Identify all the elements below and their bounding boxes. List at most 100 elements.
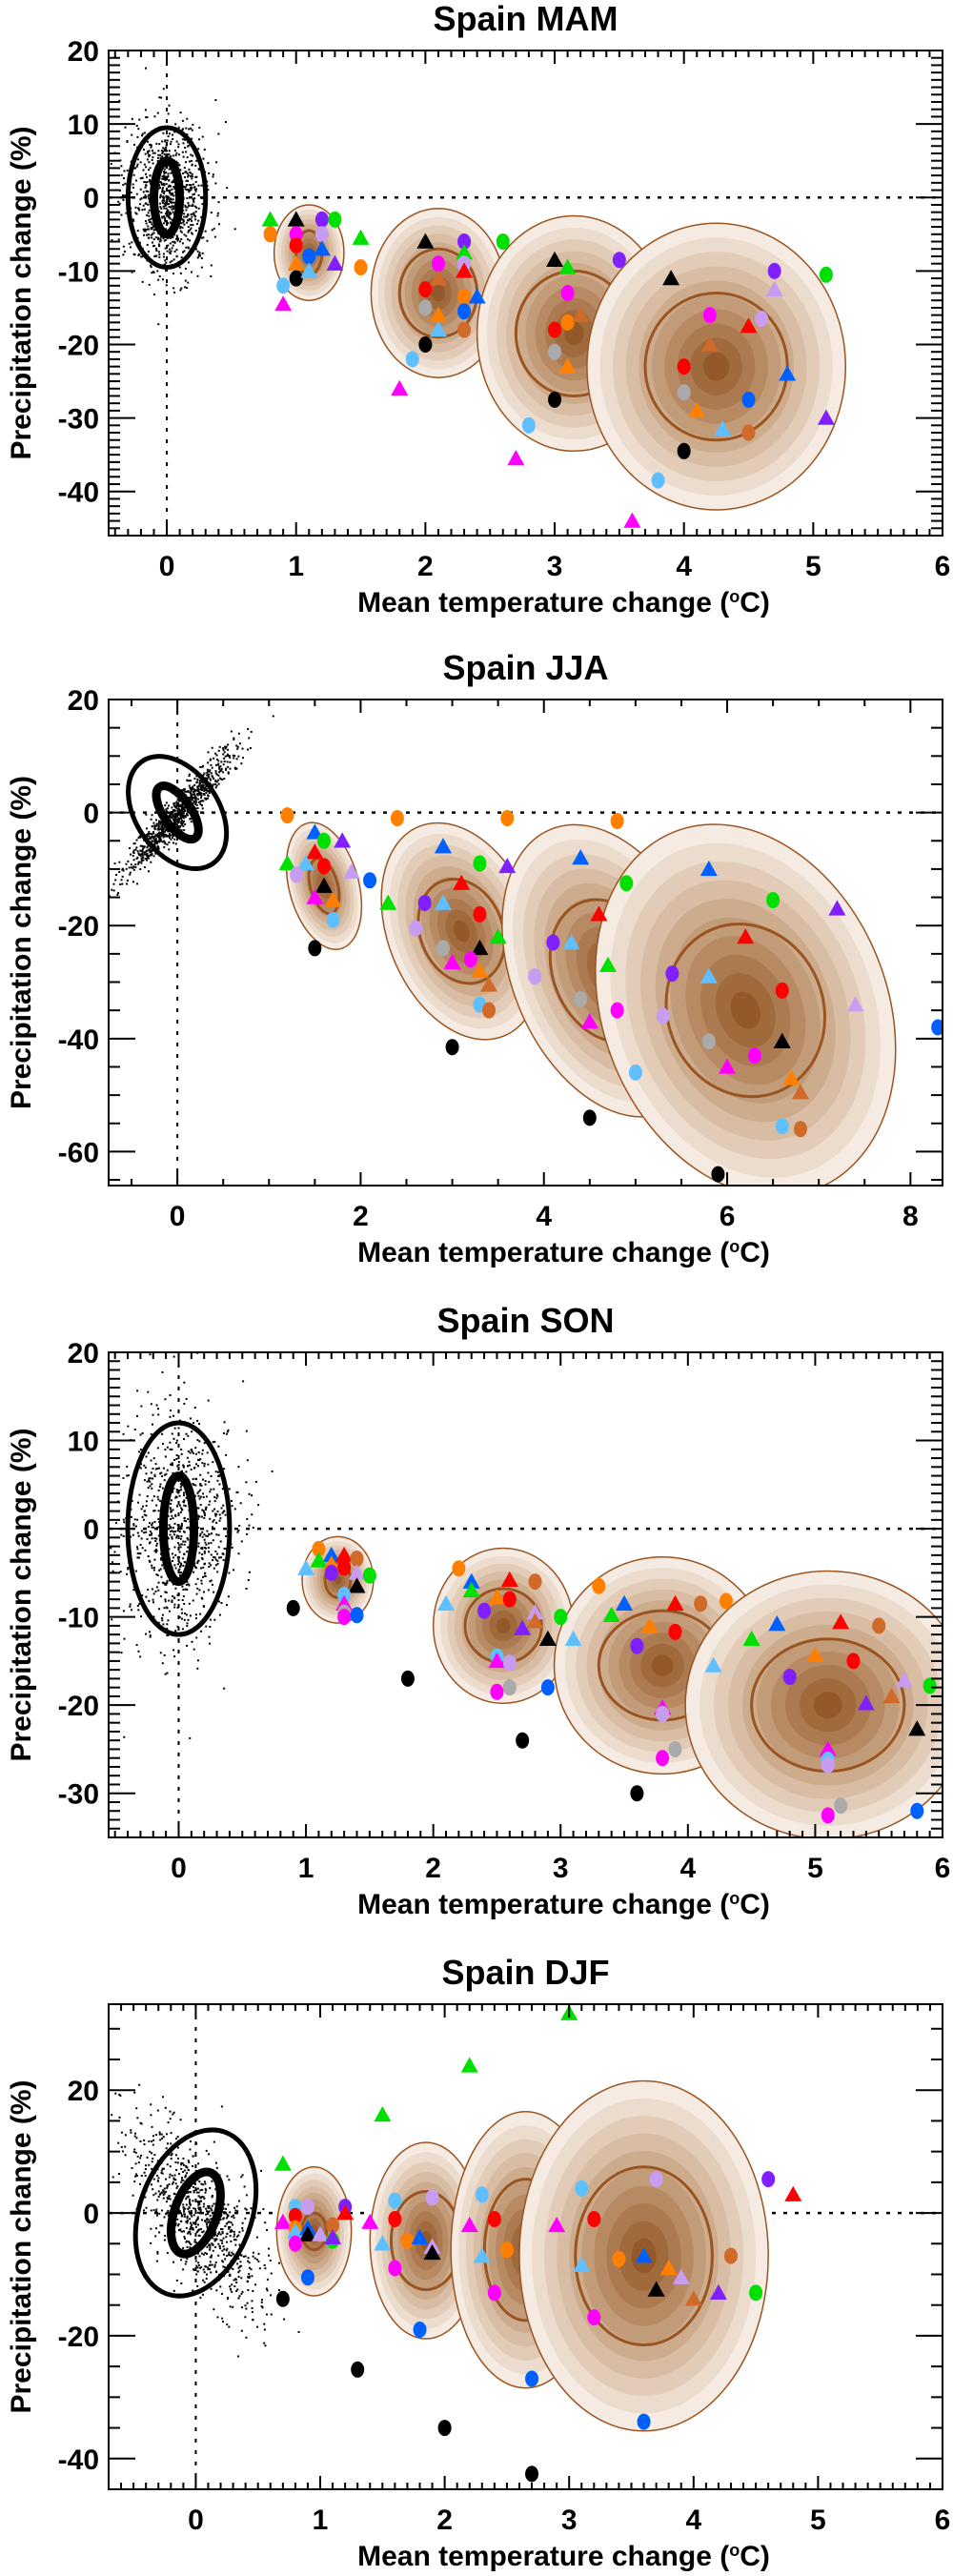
variability-point: [169, 2118, 172, 2120]
variability-point: [196, 2284, 199, 2287]
variability-point: [210, 212, 213, 214]
variability-point: [231, 2229, 233, 2232]
variability-point: [165, 228, 168, 231]
variability-point: [180, 2179, 183, 2181]
variability-point: [199, 2297, 202, 2300]
variability-point: [194, 801, 197, 804]
variability-point: [105, 207, 107, 209]
variability-point: [187, 226, 190, 229]
variability-point: [162, 253, 165, 255]
variability-point: [240, 2277, 243, 2280]
variability-point: [207, 2266, 210, 2269]
variability-point: [183, 233, 186, 236]
y-tick-label: -10: [58, 1603, 99, 1634]
model-point-circle: [316, 858, 331, 875]
variability-point: [158, 2212, 161, 2215]
variability-point: [215, 1497, 218, 1500]
variability-point: [189, 818, 192, 821]
variability-point: [170, 198, 172, 201]
variability-point: [143, 132, 146, 134]
variability-point: [202, 800, 205, 802]
variability-point: [182, 2230, 185, 2233]
model-point-triangle: [817, 409, 835, 425]
variability-point: [186, 1527, 189, 1530]
variability-point: [215, 781, 218, 783]
variability-point: [222, 2321, 225, 2323]
variability-point: [158, 828, 161, 831]
variability-point: [209, 769, 212, 772]
variability-point: [141, 176, 144, 179]
variability-point: [183, 1499, 186, 1502]
variability-point: [164, 218, 167, 221]
variability-point: [172, 1487, 175, 1490]
model-point-circle: [665, 965, 679, 983]
variability-point: [213, 1508, 216, 1511]
variability-point: [195, 775, 198, 778]
variability-point: [151, 1423, 153, 1426]
variability-point: [277, 2289, 280, 2292]
variability-point: [131, 133, 133, 136]
x-tick-label: 6: [935, 2505, 951, 2536]
variability-point: [193, 1562, 196, 1565]
variability-point: [132, 183, 134, 186]
variability-point: [201, 1509, 204, 1511]
variability-point: [183, 186, 186, 189]
distribution-inner-contour: [416, 877, 507, 985]
variability-point: [173, 186, 176, 189]
variability-point: [260, 2301, 263, 2303]
variability-point: [184, 822, 187, 825]
variability-point: [158, 1569, 161, 1572]
variability-point: [196, 274, 199, 277]
model-point-triangle: [659, 2260, 678, 2276]
variability-point: [181, 823, 184, 826]
variability-point: [194, 2221, 197, 2224]
variability-point: [157, 2180, 160, 2182]
variability-point: [187, 1583, 190, 1586]
variability-point: [179, 805, 182, 808]
variability-point: [123, 194, 126, 197]
variability-point: [164, 1398, 167, 1401]
variability-point: [166, 1623, 169, 1626]
variability-point: [248, 2262, 251, 2264]
variability-point: [152, 162, 154, 165]
variability-point: [111, 238, 113, 241]
model-point-triangle: [434, 894, 452, 910]
variability-point: [168, 804, 171, 807]
variability-point: [205, 1495, 208, 1498]
variability-point: [197, 1491, 200, 1493]
variability-point: [194, 2241, 197, 2244]
variability-point: [239, 1502, 242, 1505]
variability-point: [138, 241, 141, 244]
variability-point: [158, 838, 161, 841]
model-point-circle: [761, 2171, 776, 2188]
variability-point: [153, 835, 156, 838]
variability-point: [201, 1531, 204, 1533]
variability-point: [152, 152, 154, 154]
variability-point: [179, 814, 182, 817]
variability-point: [227, 2297, 230, 2300]
variability-point: [163, 184, 166, 187]
variability-point: [164, 833, 167, 836]
variability-point: [229, 2226, 232, 2229]
variability-point: [226, 1430, 229, 1433]
variability-point: [223, 2203, 226, 2206]
variability-point: [185, 179, 188, 182]
variability-point: [167, 112, 170, 115]
variability-point: [263, 2263, 266, 2266]
variability-point: [175, 254, 178, 257]
variability-point: [157, 153, 160, 156]
variability-point: [205, 798, 208, 801]
variability-point: [213, 1495, 216, 1498]
y-axis-label: Precipitation change (%): [6, 776, 37, 1109]
model-point-triangle: [507, 450, 525, 466]
variability-point: [172, 180, 175, 183]
y-tick-label: -30: [58, 404, 99, 436]
variability-point: [242, 2255, 245, 2258]
model-point-triangle: [819, 1740, 837, 1756]
model-point-circle: [302, 248, 316, 265]
variability-point: [172, 192, 174, 194]
variability-point: [167, 186, 170, 189]
variability-point: [193, 790, 195, 793]
variability-point: [177, 1640, 180, 1643]
model-point-circle: [418, 281, 433, 298]
